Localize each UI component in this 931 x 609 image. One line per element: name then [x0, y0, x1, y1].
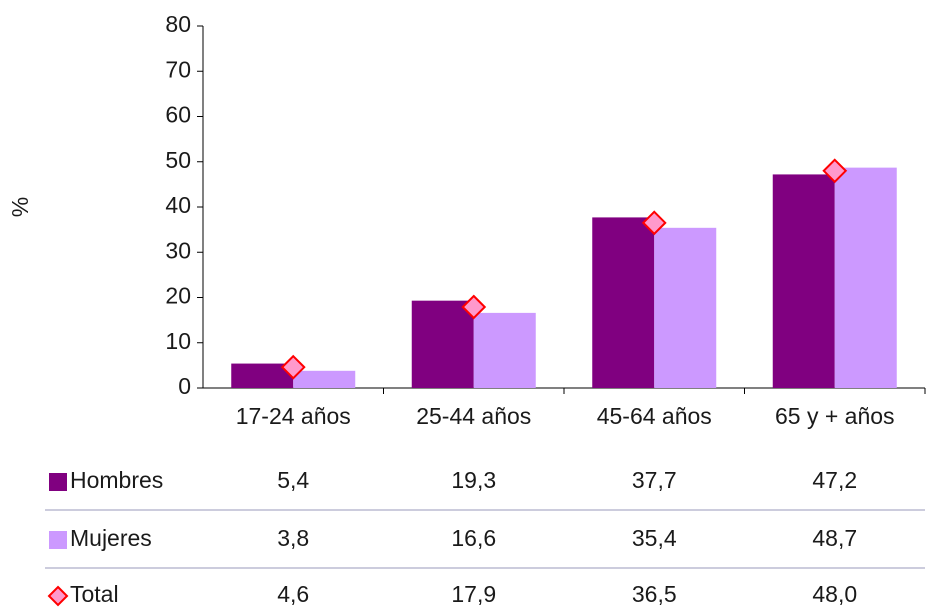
table-value: 37,7: [632, 467, 677, 493]
bar: [293, 370, 356, 388]
total-marker: [461, 294, 487, 320]
table-value: 35,4: [632, 525, 677, 551]
legend-label: Hombres: [70, 467, 163, 493]
y-tick-label: 80: [165, 11, 191, 37]
bar: [411, 300, 474, 388]
table-value: 47,2: [812, 467, 857, 493]
y-tick-label: 30: [165, 237, 191, 263]
x-tick-label: 25-44 años: [416, 403, 531, 429]
x-tick-label: 17-24 años: [236, 403, 351, 429]
table-value: 17,9: [451, 581, 496, 607]
legend-marker: [49, 473, 67, 491]
table-value: 5,4: [277, 467, 309, 493]
total-marker: [280, 354, 306, 380]
bar: [654, 227, 717, 388]
y-axis-label: %: [7, 197, 33, 217]
table-value: 48,7: [812, 525, 857, 551]
x-tick-label: 65 y + años: [775, 403, 895, 429]
total-marker: [822, 158, 848, 184]
table-value: 4,6: [277, 581, 309, 607]
total-marker: [641, 210, 667, 236]
legend-label: Total: [70, 581, 119, 607]
x-tick-label: 45-64 años: [597, 403, 712, 429]
table-value: 48,0: [812, 581, 857, 607]
table-value: 16,6: [451, 525, 496, 551]
legend-marker: [49, 531, 67, 549]
bar: [834, 167, 897, 388]
bar: [592, 217, 655, 388]
legend-marker: [47, 585, 69, 607]
y-tick-label: 0: [178, 373, 191, 399]
bar: [473, 312, 536, 388]
y-tick-label: 70: [165, 56, 191, 82]
legend-label: Mujeres: [70, 525, 152, 551]
y-tick-label: 20: [165, 283, 191, 309]
table-value: 19,3: [451, 467, 496, 493]
y-tick-label: 40: [165, 192, 191, 218]
y-tick-label: 60: [165, 102, 191, 128]
bar: [772, 174, 835, 388]
table-value: 36,5: [632, 581, 677, 607]
y-tick-label: 10: [165, 328, 191, 354]
table-value: 3,8: [277, 525, 309, 551]
y-tick-label: 50: [165, 147, 191, 173]
